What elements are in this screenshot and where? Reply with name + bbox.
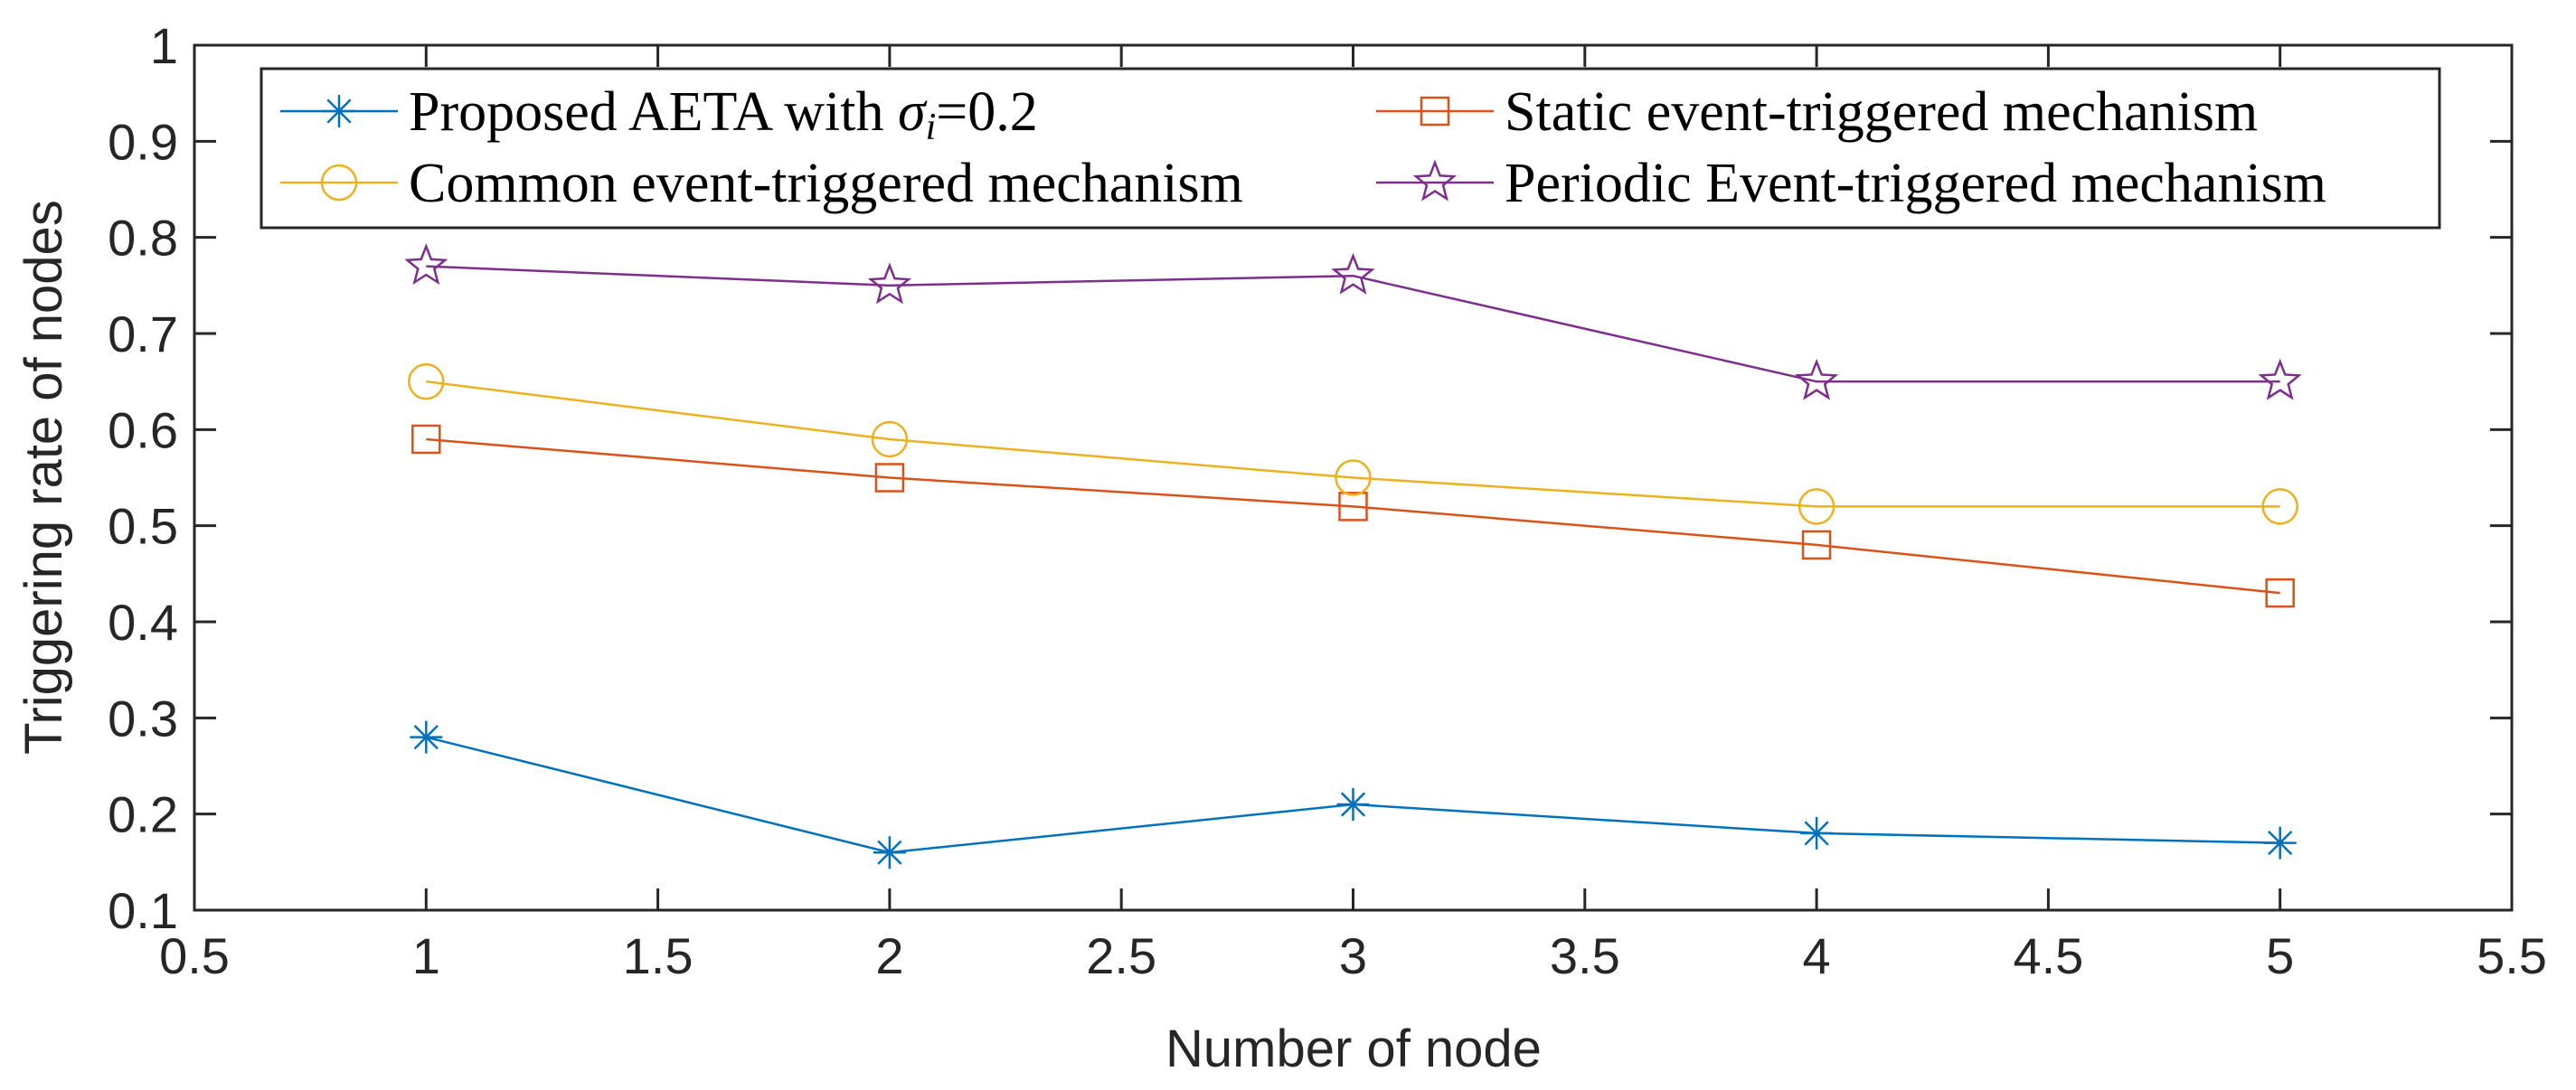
series-line-static-event-triggered-mechanism — [426, 437, 2280, 595]
x-tick-label: 1 — [412, 927, 440, 984]
y-tick-label: 0.2 — [108, 786, 178, 843]
legend-box — [259, 67, 2441, 230]
legend-label-static: Static event-triggered mechanism — [1505, 81, 2258, 143]
data-point-common-event-triggered-mechanism — [1798, 488, 1835, 525]
legend-marker-shape-proposed-aeta-with-i-0-2 — [323, 95, 355, 127]
data-point-common-event-triggered-mechanism — [2261, 488, 2298, 525]
x-tick-label: 5.5 — [2477, 927, 2547, 984]
data-point-static-event-triggered-mechanism — [411, 424, 441, 455]
y-tick-label: 0.8 — [108, 210, 178, 267]
x-tick-label: 0.5 — [159, 927, 230, 984]
legend-entry-proposed-aeta: Proposed AETA with σi=0.2 — [280, 81, 1038, 148]
legend-marker-static — [1420, 96, 1450, 127]
series-common-event-triggered-mechanism — [408, 362, 2298, 525]
y-tick-label: 0.1 — [108, 882, 178, 939]
data-point-common-event-triggered-mechanism — [408, 362, 445, 400]
x-tick-label: 2 — [875, 927, 903, 984]
data-point-proposed-aeta-with-i-0-2 — [1800, 816, 1834, 850]
data-series — [404, 243, 2302, 869]
series-line-common-event-triggered-mechanism — [426, 380, 2280, 508]
x-tick-label: 3 — [1339, 927, 1367, 984]
data-point-static-event-triggered-mechanism — [2265, 578, 2295, 608]
x-tick-label: 2.5 — [1086, 927, 1156, 984]
axis-ticks: 0.5 1 1.5 2 2.5 3 3.5 4 4.5 5 5.5 0.1 0.2 0.3 0.4 0.5 0.… — [108, 17, 2547, 984]
data-point-periodic-event-triggered-mechanism — [1794, 358, 1839, 400]
x-tick-label: 3.5 — [1550, 927, 1620, 984]
legend-marker-shape-periodic-event-triggered-mechanism — [1412, 159, 1458, 202]
series-proposed-aeta-with-i-0-2 — [410, 720, 2297, 869]
y-tick-label: 0.9 — [108, 113, 178, 170]
x-tick-label: 5 — [2266, 927, 2294, 984]
y-tick-label: 1 — [150, 17, 178, 74]
legend-entry-common: Common event-triggered mechanism — [280, 153, 1243, 214]
legend-marker-periodic — [1412, 159, 1458, 202]
legend-marker-common — [320, 164, 358, 202]
legend-marker-shape-static-event-triggered-mechanism — [1420, 96, 1450, 127]
data-point-periodic-event-triggered-mechanism — [2258, 358, 2302, 400]
data-point-periodic-event-triggered-mechanism — [867, 262, 912, 305]
data-point-static-event-triggered-mechanism — [1338, 492, 1368, 522]
y-axis-title: Triggering rate of nodes — [14, 200, 73, 755]
series-periodic-event-triggered-mechanism — [404, 243, 2302, 400]
legend-marker-proposed-aeta — [323, 95, 355, 127]
x-tick-label: 1.5 — [623, 927, 694, 984]
legend-label-proposed-aeta-suffix: =0.2 — [936, 81, 1037, 143]
series-line-periodic-event-triggered-mechanism — [426, 265, 2280, 383]
legend-label-proposed-aeta: Proposed AETA with σi=0.2 — [409, 81, 1038, 148]
data-point-proposed-aeta-with-i-0-2 — [2263, 826, 2297, 860]
x-tick-label: 4 — [1803, 927, 1831, 984]
data-point-common-event-triggered-mechanism — [1335, 459, 1372, 496]
data-point-static-event-triggered-mechanism — [874, 463, 905, 493]
legend-label-proposed-aeta-sigma: σ — [898, 81, 928, 143]
y-tick-label: 0.3 — [108, 690, 178, 747]
legend-label-common: Common event-triggered mechanism — [409, 153, 1243, 214]
data-point-proposed-aeta-with-i-0-2 — [410, 720, 443, 754]
y-tick-label: 0.6 — [108, 401, 178, 458]
data-point-proposed-aeta-with-i-0-2 — [873, 836, 906, 869]
legend-entry-static: Static event-triggered mechanism — [1376, 81, 2258, 143]
legend-label-proposed-aeta-subscript: i — [926, 107, 937, 148]
series-static-event-triggered-mechanism — [411, 424, 2295, 608]
data-point-proposed-aeta-with-i-0-2 — [1336, 788, 1370, 822]
legend-entry-periodic: Periodic Event-triggered mechanism — [1376, 153, 2326, 214]
data-point-periodic-event-triggered-mechanism — [1331, 252, 1375, 295]
legend: Proposed AETA with σi=0.2 Static event-t… — [259, 67, 2441, 230]
y-tick-label: 0.5 — [108, 498, 178, 555]
data-point-periodic-event-triggered-mechanism — [404, 243, 448, 286]
data-point-static-event-triggered-mechanism — [1801, 530, 1832, 560]
data-point-common-event-triggered-mechanism — [871, 420, 909, 458]
y-tick-label: 0.7 — [108, 305, 178, 362]
legend-marker-shape-common-event-triggered-mechanism — [320, 164, 358, 202]
legend-label-proposed-aeta-prefix: Proposed AETA with — [409, 81, 898, 143]
x-tick-label: 4.5 — [2013, 927, 2083, 984]
x-axis-title: Number of node — [1165, 1020, 1542, 1078]
y-tick-label: 0.4 — [108, 594, 178, 651]
legend-label-periodic: Periodic Event-triggered mechanism — [1505, 153, 2326, 214]
